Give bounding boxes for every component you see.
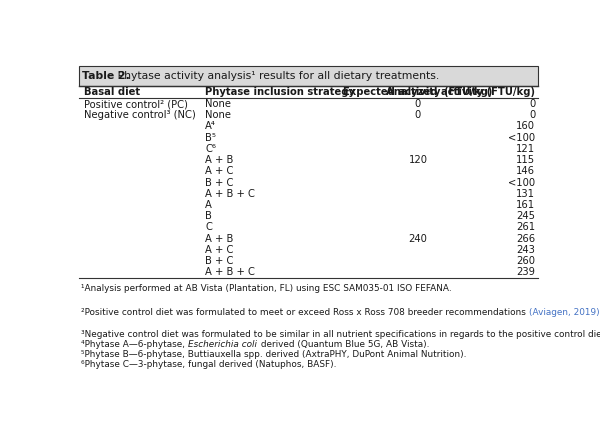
Text: A⁴: A⁴: [205, 122, 216, 131]
Text: 0: 0: [415, 110, 421, 120]
Bar: [79, 66, 538, 86]
Text: 261: 261: [516, 222, 535, 232]
Text: 239: 239: [517, 267, 535, 277]
Text: 243: 243: [517, 245, 535, 255]
Text: A + B + C: A + B + C: [205, 267, 255, 277]
Text: A: A: [205, 200, 212, 210]
Text: 240: 240: [409, 234, 427, 244]
Text: Positive control² (PC): Positive control² (PC): [84, 99, 188, 109]
Text: A + B: A + B: [205, 155, 233, 165]
Text: Basal diet: Basal diet: [84, 87, 140, 97]
Text: C⁶: C⁶: [205, 144, 216, 154]
Text: None: None: [205, 99, 231, 109]
Text: A + B: A + B: [205, 234, 233, 244]
Text: A + C: A + C: [205, 166, 233, 176]
Text: 160: 160: [517, 122, 535, 131]
Text: 245: 245: [517, 211, 535, 221]
Text: B: B: [205, 211, 212, 221]
Text: <100: <100: [508, 178, 535, 187]
Text: 260: 260: [517, 256, 535, 266]
Text: Escherichia coli: Escherichia coli: [188, 340, 257, 349]
Text: derived (Quantum Blue 5G, AB Vista).: derived (Quantum Blue 5G, AB Vista).: [258, 340, 429, 349]
Text: 120: 120: [409, 155, 427, 165]
Text: 0: 0: [529, 110, 535, 120]
Text: 0: 0: [415, 99, 421, 109]
Text: ⁵Phytase B—6-phytase, Buttiauxella spp. derived (AxtraPHY, DuPont Animal Nutriti: ⁵Phytase B—6-phytase, Buttiauxella spp. …: [81, 350, 466, 359]
Text: 131: 131: [517, 189, 535, 199]
Text: ⁶Phytase C—3-phytase, fungal derived (Natuphos, BASF).: ⁶Phytase C—3-phytase, fungal derived (Na…: [81, 360, 337, 369]
Text: <100: <100: [508, 133, 535, 143]
Text: 146: 146: [517, 166, 535, 176]
Text: Table 2.: Table 2.: [82, 71, 130, 81]
Text: ¹Analysis performed at AB Vista (Plantation, FL) using ESC SAM035-01 ISO FEFANA.: ¹Analysis performed at AB Vista (Plantat…: [81, 284, 452, 293]
Text: ²Positive control diet was formulated to meet or exceed Ross x Ross 708 breeder : ²Positive control diet was formulated to…: [81, 308, 529, 317]
Text: None: None: [205, 110, 231, 120]
Text: ⁴Phytase A—6-phytase,: ⁴Phytase A—6-phytase,: [81, 340, 188, 349]
Text: Expected activity (FTU/kg): Expected activity (FTU/kg): [343, 87, 493, 97]
Text: Phytase activity analysis¹ results for all dietary treatments.: Phytase activity analysis¹ results for a…: [113, 71, 439, 81]
Text: 121: 121: [516, 144, 535, 154]
Text: B + C: B + C: [205, 178, 233, 187]
Text: Negative control³ (NC): Negative control³ (NC): [84, 110, 196, 120]
Text: B⁵: B⁵: [205, 133, 216, 143]
Text: A + B + C: A + B + C: [205, 189, 255, 199]
Text: B + C: B + C: [205, 256, 233, 266]
Text: C: C: [205, 222, 212, 232]
Text: (Aviagen, 2019): (Aviagen, 2019): [529, 308, 600, 317]
Text: 161: 161: [516, 200, 535, 210]
Text: ³Negative control diet was formulated to be similar in all nutrient specificatio: ³Negative control diet was formulated to…: [81, 330, 600, 339]
Text: A + C: A + C: [205, 245, 233, 255]
Text: Phytase inclusion strategy: Phytase inclusion strategy: [205, 87, 355, 97]
Text: 0: 0: [529, 99, 535, 109]
Text: Analyzed activity (FTU/kg): Analyzed activity (FTU/kg): [386, 87, 535, 97]
Text: 115: 115: [516, 155, 535, 165]
Text: 266: 266: [516, 234, 535, 244]
